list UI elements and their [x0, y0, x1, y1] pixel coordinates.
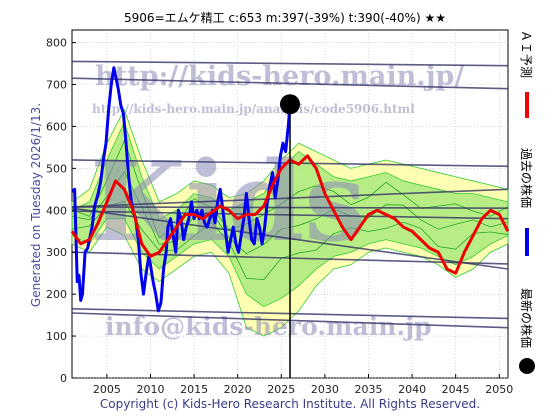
x-axis: 2005 2010 2015 2020 2025 2030 2035 2040 2045 2050 [93, 374, 513, 396]
chart-title: 5906=エムケ精工 c:653 m:397(-39%) t:390(-40%)… [124, 11, 446, 25]
y-tick-label: 400 [46, 204, 67, 217]
past-price-line [71, 66, 292, 313]
x-tick-label: 2045 [442, 383, 470, 396]
y-tick-label: 600 [46, 120, 67, 133]
legend: ＡＩ予測 過去の株価 最新の株価 [519, 30, 535, 374]
trend-line [71, 77, 509, 90]
y-tick-label: 300 [46, 246, 67, 259]
x-tick-label: 2005 [93, 383, 121, 396]
x-tick-label: 2015 [180, 383, 208, 396]
x-tick-label: 2030 [311, 383, 339, 396]
y-tick-label: 800 [46, 37, 67, 50]
legend-latest-swatch [519, 358, 535, 374]
copyright: Copyright (c) Kids-Hero Research Institu… [100, 397, 480, 411]
y-tick-label: 500 [46, 162, 67, 175]
x-tick-label: 2025 [267, 383, 295, 396]
x-tick-label: 2010 [136, 383, 164, 396]
watermark-url-big: http://kids-hero.main.jp/ [95, 61, 464, 92]
generated-date: Generated on Tuesday 2026/1/13. [29, 103, 43, 307]
legend-ai-label: ＡＩ予測 [519, 30, 533, 78]
x-tick-label: 2035 [354, 383, 382, 396]
y-tick-label: 200 [46, 288, 67, 301]
legend-latest-label: 最新の株価 [519, 288, 534, 348]
y-tick-label: 0 [60, 372, 67, 385]
latest-marker-layer [280, 94, 300, 378]
watermark-url-small: http://kids-hero.main.jp/analysis/code59… [92, 102, 415, 116]
x-tick-label: 2040 [398, 383, 426, 396]
x-tick-label: 2020 [224, 383, 252, 396]
x-tick-label: 2050 [485, 383, 513, 396]
trend-line [71, 60, 509, 67]
watermark-email: info@kids-hero.main.jp [105, 312, 432, 341]
latest-price-marker [280, 94, 300, 115]
legend-past-label: 過去の株価 [519, 148, 534, 208]
y-tick-label: 100 [46, 330, 67, 343]
y-tick-label: 700 [46, 79, 67, 92]
y-axis: 0 100 200 300 400 500 600 700 800 [46, 37, 76, 385]
